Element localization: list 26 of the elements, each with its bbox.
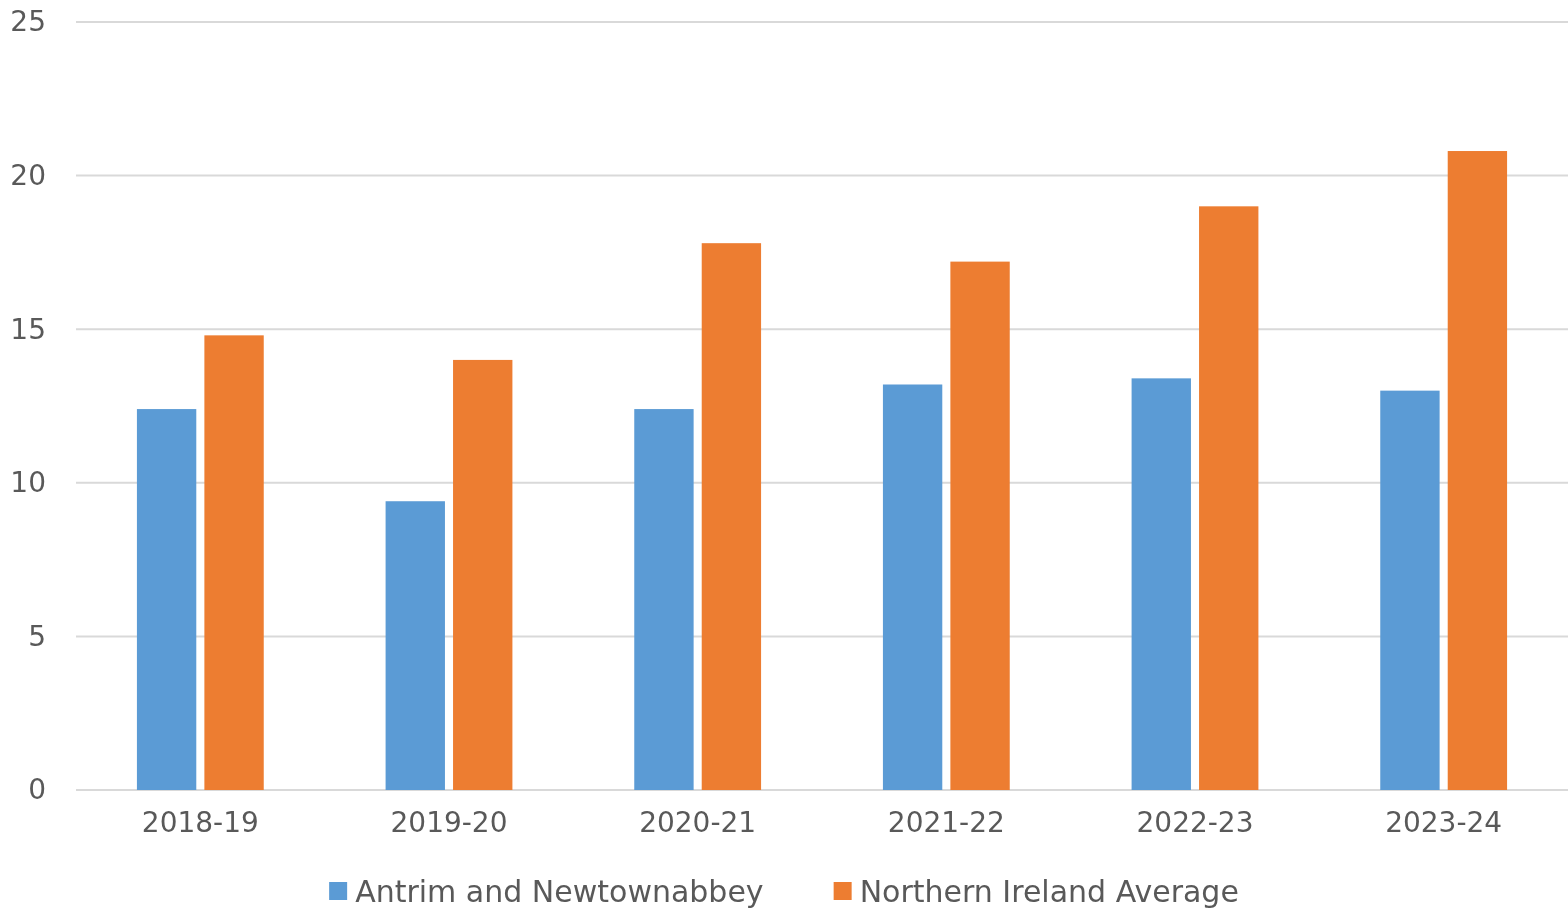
bar <box>204 335 264 790</box>
bar <box>385 501 445 790</box>
bar <box>950 261 1010 790</box>
bar <box>882 384 943 790</box>
bar <box>1131 378 1191 790</box>
y-tick-label: 0 <box>28 773 46 807</box>
y-tick-label: 15 <box>10 312 46 346</box>
bar <box>634 409 694 790</box>
y-tick-label: 5 <box>28 619 46 653</box>
x-tick-label: 2021-22 <box>887 805 1005 839</box>
bar <box>1380 390 1440 790</box>
x-tick-label: 2019-20 <box>390 805 508 839</box>
x-tick-label: 2018-19 <box>141 805 259 839</box>
x-tick-label: 2022-23 <box>1136 805 1254 839</box>
x-tick-label: 2023-24 <box>1385 805 1503 839</box>
bar <box>1447 151 1508 790</box>
x-tick-label: 2020-21 <box>639 805 757 839</box>
bar <box>453 359 513 790</box>
y-tick-label: 20 <box>10 159 46 193</box>
y-tick-label: 25 <box>10 5 46 39</box>
y-tick-label: 10 <box>10 466 46 500</box>
bar <box>701 243 762 790</box>
legend-label: Northern Ireland Average <box>859 873 1239 909</box>
bar <box>1199 206 1259 790</box>
bar <box>136 409 197 790</box>
legend-label: Antrim and Newtownabbey <box>355 873 764 909</box>
